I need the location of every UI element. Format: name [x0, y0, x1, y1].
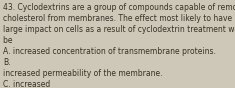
Text: 43. Cyclodextrins are a group of compounds capable of removing
cholesterol from : 43. Cyclodextrins are a group of compoun…	[3, 3, 235, 88]
